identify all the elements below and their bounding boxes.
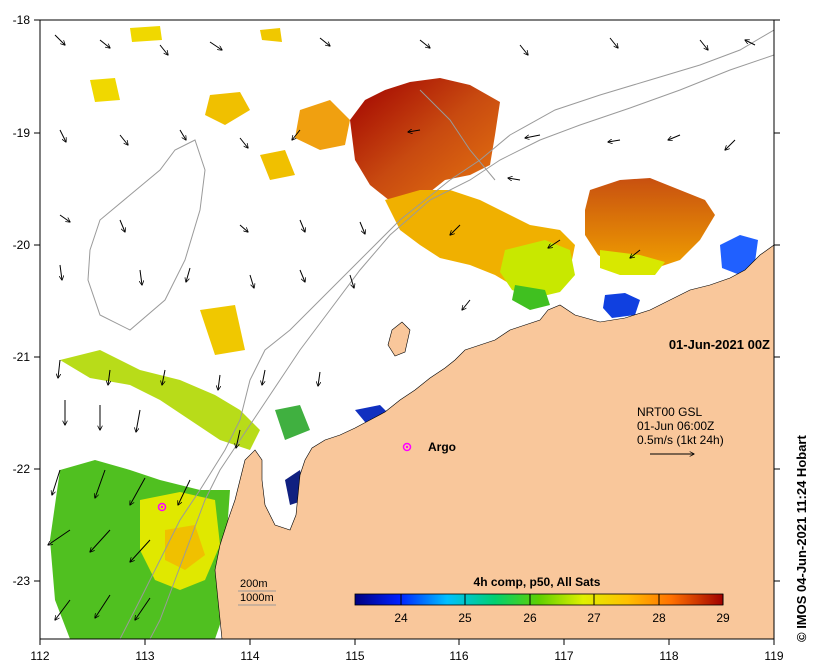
colorbar-label-29: 29: [716, 611, 730, 625]
current-legend-line3: 0.5m/s (1kt 24h): [637, 433, 724, 447]
current-legend-line1: NRT00 GSL: [637, 405, 702, 419]
isobath-200m: 200m: [240, 578, 268, 590]
lat-label-22: -22: [13, 462, 31, 476]
colorbar-label-28: 28: [652, 611, 666, 625]
lat-label-20: -20: [13, 238, 31, 252]
lon-label-118: 118: [659, 649, 678, 663]
current-legend: NRT00 GSL 01-Jun 06:00Z 0.5m/s (1kt 24h): [637, 405, 724, 454]
lat-label-19: -19: [13, 126, 31, 140]
sst-patches: [50, 26, 758, 639]
lon-label-117: 117: [554, 649, 573, 663]
current-legend-line2: 01-Jun 06:00Z: [637, 419, 714, 433]
lat-label-21: -21: [13, 350, 31, 364]
lon-label-113: 113: [135, 649, 154, 663]
lat-label-18: -18: [13, 13, 31, 27]
colorbar-label-26: 26: [523, 611, 537, 625]
colorbar-title: 4h comp, p50, All Sats: [474, 575, 601, 589]
argo-marker-offshore: [157, 502, 167, 512]
lon-label-119: 119: [764, 649, 783, 663]
plot-frame: [39, 19, 775, 640]
colorbar-label-24: 24: [394, 611, 408, 625]
colorbar: 4h comp, p50, All Sats 24 25 26 27 28 29: [354, 575, 730, 625]
land-mainland: [214, 244, 774, 639]
isobath-1000m: 1000m: [240, 592, 274, 604]
colorbar-ticks: [400, 594, 724, 605]
date-label: 01-Jun-2021 00Z: [669, 337, 770, 352]
lon-label-116: 116: [449, 649, 468, 663]
colorbar-label-25: 25: [458, 611, 472, 625]
argo-marker-coast: [402, 442, 412, 452]
lon-label-114: 114: [240, 649, 259, 663]
argo-label: Argo: [428, 440, 456, 454]
lat-label-23: -23: [13, 574, 31, 588]
lon-ticks: [39, 639, 775, 645]
land-island: [387, 321, 411, 357]
current-vectors: [48, 34, 756, 620]
colorbar-gradient: [354, 593, 724, 606]
colorbar-label-27: 27: [587, 611, 601, 625]
isobaths: [87, 29, 774, 639]
lon-label-112: 112: [30, 649, 49, 663]
lon-label-115: 115: [345, 649, 364, 663]
isobath-legend: 200m 1000m: [238, 578, 276, 606]
lat-ticks: [34, 19, 780, 582]
credit-label: © IMOS 04-Jun-2021 11:24 Hobart: [794, 435, 809, 642]
